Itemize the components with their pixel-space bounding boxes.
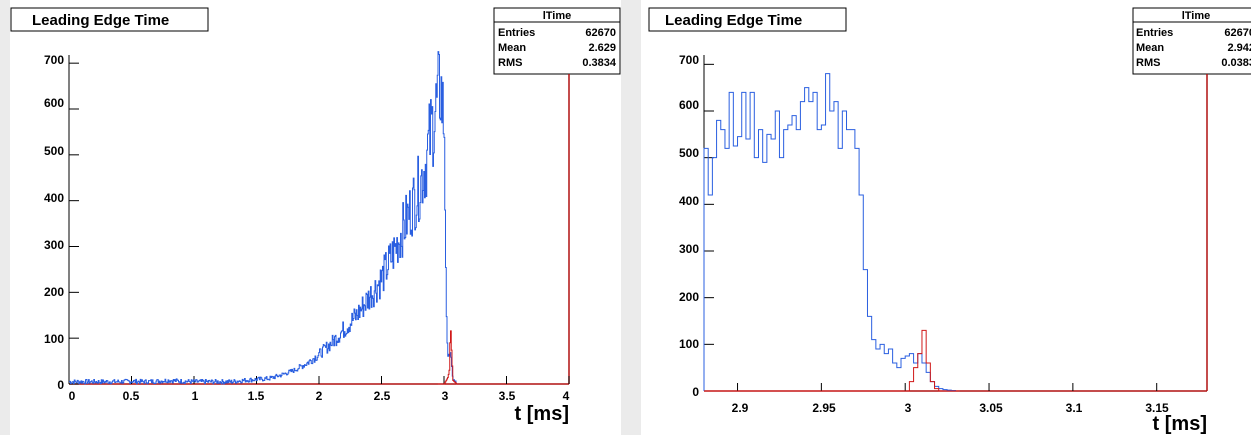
stats-label-entries: Entries (1136, 27, 1173, 39)
plot-area (703, 73, 960, 392)
x-tick-label: 3 (442, 389, 449, 403)
y-tick-label: 400 (44, 191, 64, 205)
series-red-histogram (704, 329, 960, 392)
y-tick-label: 600 (679, 98, 699, 112)
x-axis-title: t [ms] (1153, 413, 1207, 435)
chart-title: Leading Edge Time (665, 12, 802, 29)
y-tick-label: 100 (44, 332, 64, 346)
x-tick-label: 2 (316, 389, 323, 403)
y-tick-label: 400 (679, 194, 699, 208)
stats-value-entries: 62670 (585, 27, 616, 39)
x-tick-label: 1.5 (248, 389, 265, 403)
stats-title: lTime (543, 10, 572, 22)
y-tick-label: 700 (44, 53, 64, 67)
y-tick-label: 100 (679, 337, 699, 351)
x-tick-label: 3.15 (1145, 401, 1169, 415)
x-tick-label: 2.5 (374, 389, 391, 403)
stats-label-mean: Mean (1136, 42, 1164, 54)
histogram-svg-zoomed: Leading Edge Time lTime Entries 62670 Me… (648, 7, 1251, 435)
tick-marks (704, 63, 1158, 392)
plot-area (69, 51, 458, 385)
stats-title: lTime (1182, 10, 1211, 22)
histogram-panel-full-range: Leading Edge Time lTime Entries 62670 Me… (10, 0, 621, 435)
y-tick-label: 0 (692, 385, 699, 399)
stats-value-mean: 2.629 (588, 42, 616, 54)
stats-value-entries: 62670 (1224, 27, 1251, 39)
x-tick-label: 4 (563, 389, 570, 403)
y-tick-label: 600 (44, 96, 64, 110)
series-blue-histogram (703, 73, 960, 392)
stats-value-mean: 2.942 (1227, 42, 1251, 54)
stats-value-rms: 0.3834 (582, 57, 617, 69)
x-axis-title: t [ms] (515, 403, 569, 425)
tick-marks (68, 62, 570, 385)
stats-label-mean: Mean (498, 42, 526, 54)
x-tick-label: 0 (69, 389, 76, 403)
x-tick-label: 3.5 (499, 389, 516, 403)
y-tick-label: 700 (679, 53, 699, 67)
stats-label-rms: RMS (1136, 57, 1160, 69)
x-tick-label: 3.1 (1066, 401, 1083, 415)
title-box (10, 7, 209, 32)
x-tick-label: 1 (192, 389, 199, 403)
stats-box: lTime Entries 62670 Mean 2.629 RMS 0.383… (493, 7, 621, 75)
x-tick-label: 3.05 (979, 401, 1003, 415)
x-tick-label: 3 (905, 401, 912, 415)
y-tick-label: 200 (679, 290, 699, 304)
stats-value-rms: 0.0383 (1221, 57, 1251, 69)
stats-label-rms: RMS (498, 57, 522, 69)
y-tick-label: 200 (44, 285, 64, 299)
y-tick-label: 500 (679, 146, 699, 160)
x-tick-label: 2.9 (732, 401, 749, 415)
y-tick-label: 500 (44, 144, 64, 158)
x-tick-label: 2.95 (812, 401, 836, 415)
y-tick-label: 300 (44, 238, 64, 252)
y-tick-label: 300 (679, 242, 699, 256)
series-red-histogram (437, 330, 458, 385)
histogram-svg-full-range: Leading Edge Time lTime Entries 62670 Me… (10, 7, 621, 425)
y-tick-label: 0 (57, 378, 64, 392)
title-box (648, 7, 847, 32)
chart-title: Leading Edge Time (32, 12, 169, 29)
series-blue-histogram (69, 51, 457, 385)
histogram-panel-zoomed: Leading Edge Time lTime Entries 62670 Me… (641, 0, 1251, 435)
stats-label-entries: Entries (498, 27, 535, 39)
x-tick-label: 0.5 (123, 389, 140, 403)
stats-box: lTime Entries 62670 Mean 2.942 RMS 0.038… (1132, 7, 1251, 75)
